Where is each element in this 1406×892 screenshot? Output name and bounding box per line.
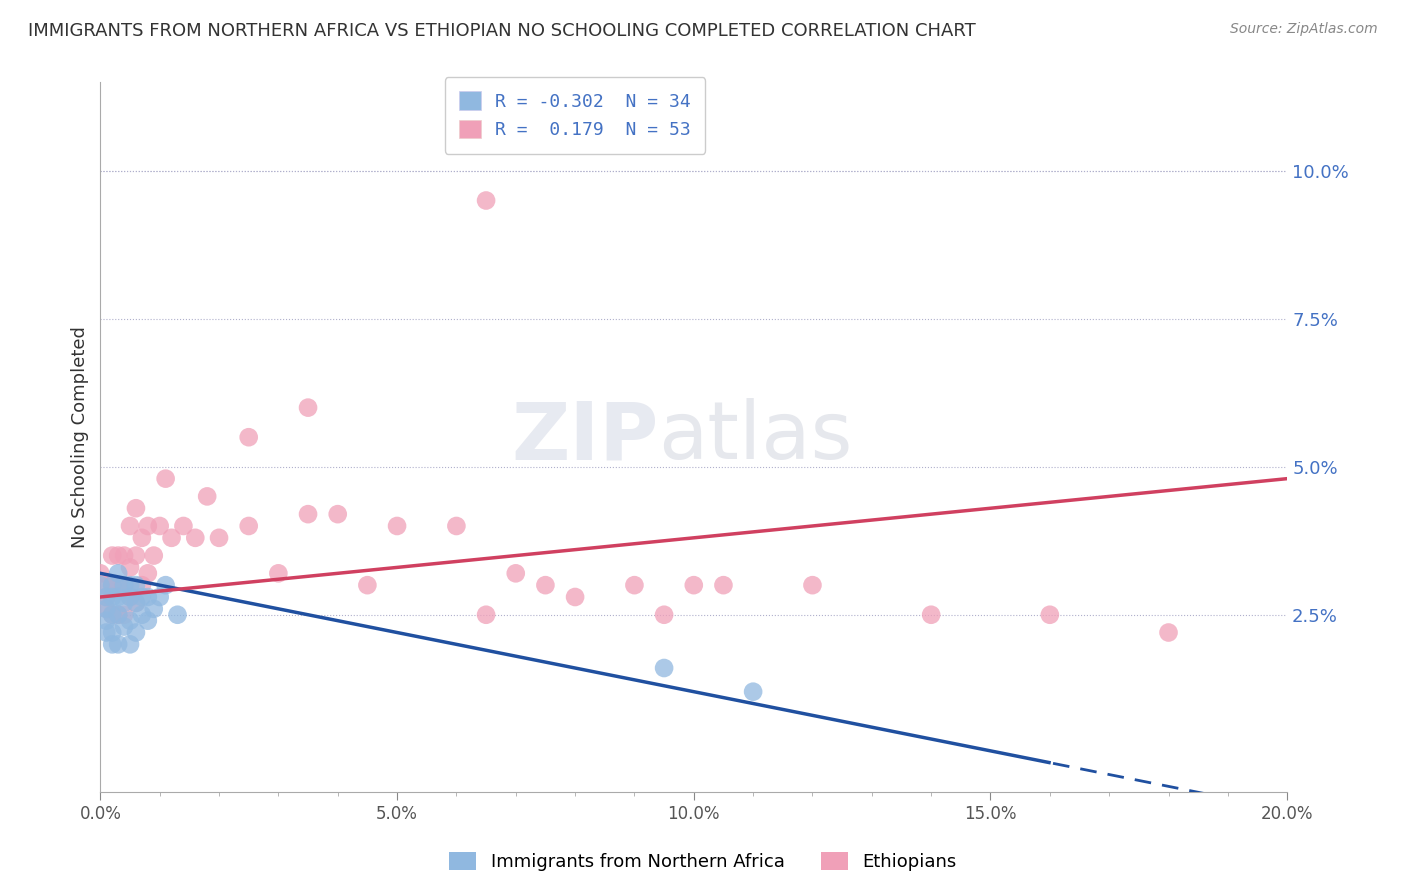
Point	[131, 590, 153, 604]
Point	[1157, 625, 1180, 640]
Point	[920, 607, 942, 622]
Point	[125, 625, 148, 640]
Point	[505, 566, 527, 581]
Point	[112, 578, 135, 592]
Point	[96, 625, 118, 640]
Point	[682, 578, 704, 592]
Point	[96, 602, 118, 616]
Point	[195, 489, 218, 503]
Point	[112, 596, 135, 610]
Point	[184, 531, 207, 545]
Point	[96, 578, 118, 592]
Point	[107, 607, 129, 622]
Point	[96, 590, 118, 604]
Point	[238, 430, 260, 444]
Point	[155, 472, 177, 486]
Text: atlas: atlas	[658, 398, 852, 476]
Point	[107, 637, 129, 651]
Point	[125, 596, 148, 610]
Text: ZIP: ZIP	[510, 398, 658, 476]
Point	[107, 590, 129, 604]
Point	[623, 578, 645, 592]
Y-axis label: No Schooling Completed: No Schooling Completed	[72, 326, 89, 549]
Point	[160, 531, 183, 545]
Point	[238, 519, 260, 533]
Point	[142, 602, 165, 616]
Point	[136, 614, 159, 628]
Point	[96, 614, 118, 628]
Point	[96, 590, 118, 604]
Point	[107, 566, 129, 581]
Point	[172, 519, 194, 533]
Point	[101, 607, 124, 622]
Point	[118, 560, 141, 574]
Point	[713, 578, 735, 592]
Point	[446, 519, 468, 533]
Point	[297, 401, 319, 415]
Point	[101, 578, 124, 592]
Point	[131, 578, 153, 592]
Point	[149, 590, 172, 604]
Point	[155, 578, 177, 592]
Point	[652, 607, 675, 622]
Point	[564, 590, 586, 604]
Point	[136, 566, 159, 581]
Point	[112, 578, 135, 592]
Point	[149, 519, 172, 533]
Point	[356, 578, 378, 592]
Point	[131, 531, 153, 545]
Point	[89, 578, 111, 592]
Point	[385, 519, 408, 533]
Legend: R = -0.302  N = 34, R =  0.179  N = 53: R = -0.302 N = 34, R = 0.179 N = 53	[444, 77, 706, 153]
Point	[208, 531, 231, 545]
Point	[118, 519, 141, 533]
Point	[125, 578, 148, 592]
Point	[118, 637, 141, 651]
Point	[118, 590, 141, 604]
Point	[107, 549, 129, 563]
Text: Source: ZipAtlas.com: Source: ZipAtlas.com	[1230, 22, 1378, 37]
Point	[326, 507, 349, 521]
Point	[142, 549, 165, 563]
Point	[125, 501, 148, 516]
Point	[89, 566, 111, 581]
Point	[131, 607, 153, 622]
Point	[125, 596, 148, 610]
Point	[101, 578, 124, 592]
Point	[742, 684, 765, 698]
Point	[101, 590, 124, 604]
Point	[475, 194, 498, 208]
Point	[475, 607, 498, 622]
Point	[136, 519, 159, 533]
Point	[125, 549, 148, 563]
Point	[107, 607, 129, 622]
Point	[1039, 607, 1062, 622]
Point	[801, 578, 824, 592]
Point	[101, 549, 124, 563]
Point	[118, 578, 141, 592]
Point	[136, 590, 159, 604]
Point	[267, 566, 290, 581]
Point	[112, 607, 135, 622]
Point	[118, 614, 141, 628]
Point	[96, 602, 118, 616]
Point	[107, 578, 129, 592]
Point	[101, 607, 124, 622]
Point	[118, 590, 141, 604]
Text: IMMIGRANTS FROM NORTHERN AFRICA VS ETHIOPIAN NO SCHOOLING COMPLETED CORRELATION : IMMIGRANTS FROM NORTHERN AFRICA VS ETHIO…	[28, 22, 976, 40]
Point	[101, 637, 124, 651]
Point	[101, 625, 124, 640]
Point	[297, 507, 319, 521]
Point	[112, 549, 135, 563]
Point	[166, 607, 188, 622]
Point	[112, 619, 135, 633]
Point	[652, 661, 675, 675]
Point	[534, 578, 557, 592]
Legend: Immigrants from Northern Africa, Ethiopians: Immigrants from Northern Africa, Ethiopi…	[441, 845, 965, 879]
